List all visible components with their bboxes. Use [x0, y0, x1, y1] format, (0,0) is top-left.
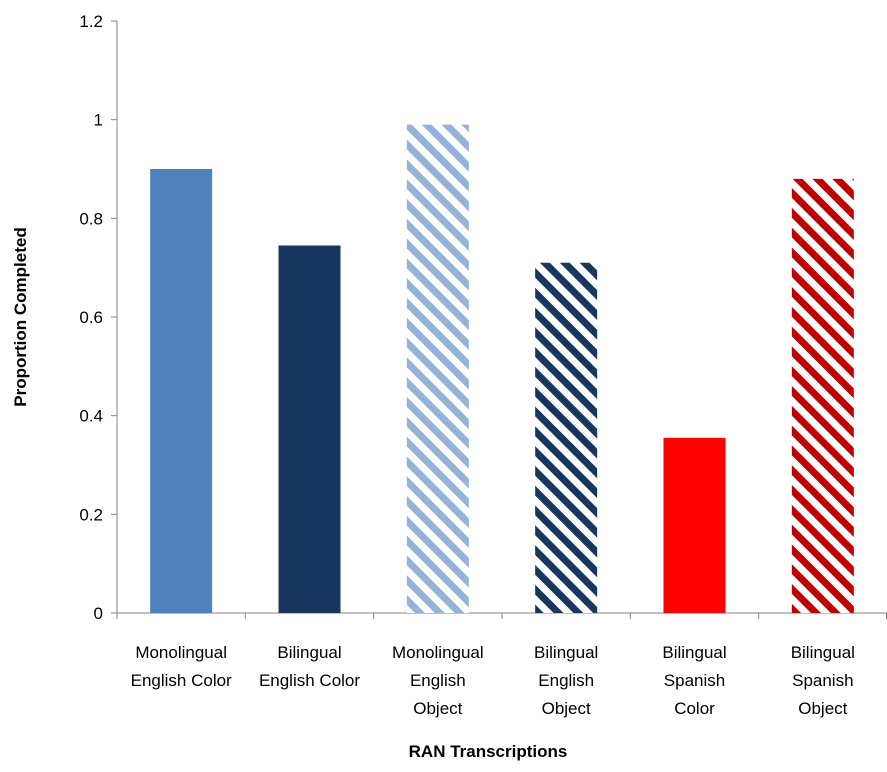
bar — [663, 437, 726, 613]
y-tick-label: 1 — [94, 111, 103, 130]
x-axis — [116, 612, 887, 619]
y-axis: 0 0.2 0.4 0.6 0.8 1 1.2 — [79, 12, 118, 623]
bars — [150, 124, 854, 613]
y-tick-label: 0.2 — [79, 505, 103, 524]
bar — [791, 178, 854, 613]
y-tick-label: 0.6 — [79, 308, 103, 327]
x-category-label: Bilingual Spanish Object — [791, 643, 855, 718]
category-labels: Monolingual English Color Bilingual English… — [131, 643, 855, 718]
y-axis-title: Proportion Completed — [11, 227, 30, 406]
x-axis-title: RAN Transcriptions — [409, 742, 568, 761]
y-tick-label: 0 — [94, 604, 103, 623]
x-category-label: Bilingual English Object — [534, 643, 598, 718]
bar — [535, 262, 598, 613]
x-category-label: Bilingual English Color — [259, 643, 360, 690]
x-category-label: Bilingual Spanish Color — [662, 643, 726, 718]
x-category-label: Monolingual English Object — [392, 643, 484, 718]
y-tick-label: 1.2 — [79, 12, 103, 31]
bar — [278, 245, 341, 613]
x-category-label: Monolingual English Color — [131, 643, 232, 690]
y-tick-label: 0.8 — [79, 209, 103, 228]
bar — [150, 169, 213, 613]
bar — [406, 124, 469, 613]
y-tick-label: 0.4 — [79, 407, 103, 426]
